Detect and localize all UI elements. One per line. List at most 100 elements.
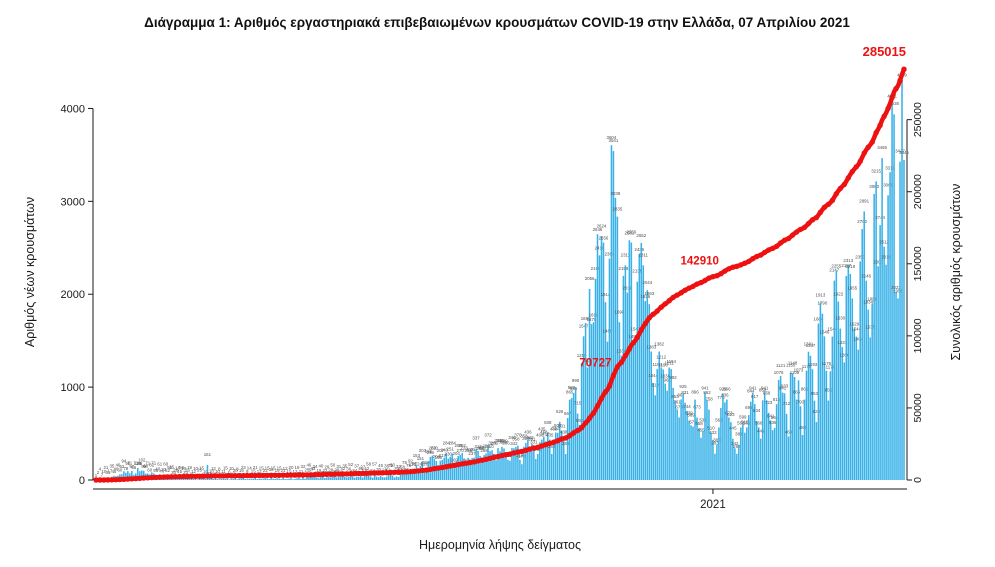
daily-cases-bar [194,479,197,480]
daily-cases-bar [901,79,903,481]
daily-cases-bar [600,236,603,480]
daily-cases-bar [560,430,563,480]
daily-cases-bar [885,264,887,480]
daily-cases-bar [618,322,621,480]
bar-value-label: 24 [370,468,375,473]
daily-cases-bar [656,369,658,480]
bar-value-label: 468 [540,430,548,435]
bar-value-label: 2891 [859,199,869,204]
daily-cases-bar [694,399,696,480]
bar-value-label: 1121 [776,363,786,368]
bar-value-label: 566 [755,420,763,425]
daily-cases-bar [222,478,225,480]
bar-value-label: 3938 [889,101,899,106]
daily-cases-bar [787,436,790,480]
cumulative-line-point [188,473,195,480]
daily-cases-bar [125,472,127,480]
daily-cases-bar [479,456,481,480]
cumulative-line-point [200,473,207,479]
daily-cases-bar [284,478,286,480]
bar-value-label: 882 [568,385,576,390]
bar-value-label: 56 [153,468,158,473]
daily-cases-bar [324,477,326,480]
daily-cases-bar [556,432,559,480]
bar-value-label: 10 [102,469,107,474]
cumulative-line-point [145,475,151,481]
bar-value-label: 1404 [853,337,863,342]
daily-cases-bar [397,477,400,480]
cumulative-line-point [773,243,780,249]
cumulative-line-point [308,472,314,478]
cumulative-line-point [176,473,183,480]
daily-cases-bar [795,399,798,480]
bar-value-label: 941 [701,386,709,391]
bar-value-label: 25 [305,468,310,473]
bar-value-label: 15 [223,466,228,471]
bar-value-label: 1926 [640,294,650,299]
daily-cases-bar [877,266,879,480]
cumulative-line-point [439,464,445,471]
bar-value-label: 15 [251,469,256,474]
daily-cases-bar [491,450,493,480]
cumulative-line-point [240,473,246,479]
daily-cases-bar [753,404,756,480]
bar-value-label: 1913 [816,292,826,297]
bar-value-label: 673 [725,411,733,416]
cumulative-line-point [678,290,684,296]
cumulative-line-point [574,427,581,434]
daily-cases-bar [594,278,597,480]
bar-value-label: 78 [123,466,128,471]
bar-value-label: 97 [412,461,417,466]
daily-cases-bar [835,270,838,480]
daily-cases-bar [463,458,465,480]
daily-cases-bar [176,478,179,480]
daily-cases-bar [566,418,569,480]
daily-cases-bar [535,459,537,480]
cumulative-line-point [292,472,298,478]
daily-cases-bar [682,394,684,480]
daily-cases-bar [626,292,629,480]
daily-cases-bar [793,376,796,480]
daily-cases-bar [182,479,185,480]
daily-cases-bar [568,399,571,480]
daily-cases-bar [722,393,724,480]
bar-value-label: 151 [417,456,425,461]
daily-cases-bar [511,447,513,480]
daily-cases-bar [296,478,298,480]
daily-cases-bar [405,473,408,480]
cumulative-line-point [164,474,171,480]
daily-cases-bar [467,457,469,480]
daily-cases-bar [638,253,641,480]
daily-cases-bar [214,478,217,480]
x-axis-tick-label: 2021 [700,499,726,511]
daily-cases-bar [668,367,670,480]
bar-value-label: 484 [799,425,807,430]
cumulative-line-point [646,315,652,321]
daily-cases-bar [200,478,203,480]
bar-value-label: 27 [360,465,365,470]
bar-value-label: 2418 [595,245,605,250]
daily-cases-bar [853,328,856,480]
bar-value-label: 46 [306,463,311,468]
daily-cases-bar [789,372,792,480]
daily-cases-bar [407,473,410,480]
bar-value-label: 2383 [605,252,615,257]
daily-cases-bar [777,380,780,480]
cumulative-line-point [236,473,242,479]
cumulative-line-point [252,472,258,479]
bar-value-label: 12 [283,466,288,471]
bar-value-label: 238 [465,448,473,453]
bar-value-label: 36 [346,467,351,472]
daily-cases-bar [889,172,891,480]
daily-cases-bar [131,470,133,480]
bar-value-label: 512 [552,425,560,430]
daily-cases-bar [678,417,680,480]
daily-cases-bar [660,367,662,480]
daily-cases-bar [746,427,748,480]
cumulative-line-point [614,364,621,370]
daily-cases-bar [250,479,252,480]
bar-value-label: 203 [419,448,427,453]
cumulative-line-point [332,471,338,477]
daily-cases-bar [379,475,382,480]
